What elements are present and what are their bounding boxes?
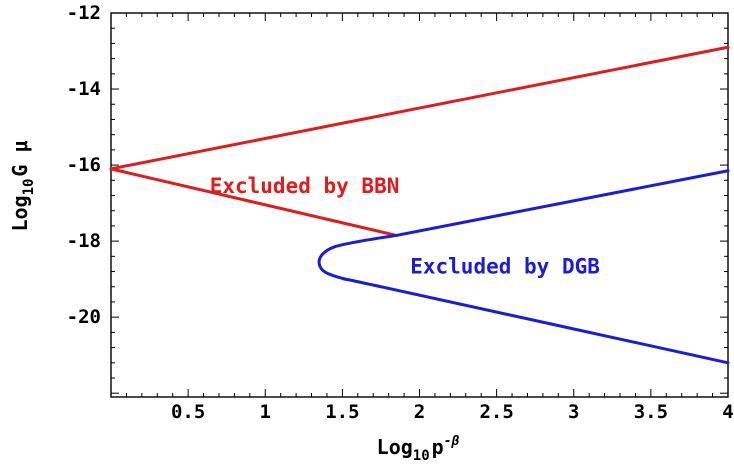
x-tick-label: 3 (568, 401, 579, 423)
y-tick-label: -20 (67, 306, 101, 328)
y-tick-label: -16 (67, 154, 101, 176)
x-tick-label: 0.5 (171, 401, 205, 423)
x-tick-label: 4 (722, 401, 733, 423)
x-tick-label: 3.5 (634, 401, 668, 423)
series-line-2 (109, 167, 398, 237)
x-tick-label: 1 (260, 401, 271, 423)
plot-border (110, 12, 729, 398)
annotations: Excluded by BBN Excluded by DGB (210, 174, 600, 279)
x-tick-label: 2 (414, 401, 425, 423)
x-tick-labels: 0.5 1 1.5 2 2.5 3 3.5 4 (171, 401, 734, 423)
y-tick-label: -14 (67, 78, 101, 100)
axis-ticks (111, 12, 729, 397)
series-line-1 (109, 45, 730, 171)
y-tick-label: -12 (67, 2, 101, 24)
x-tick-label: 1.5 (325, 401, 359, 423)
series-line-3 (317, 233, 730, 365)
plot-frame (110, 12, 729, 398)
x-axis-title: Log10 p-β (377, 434, 460, 464)
y-tick-label: -18 (67, 230, 101, 252)
annotation-2: Excluded by DGB (410, 254, 600, 278)
y-axis-title: Log10G μ (8, 140, 37, 231)
series-line-4 (394, 169, 730, 237)
annotation-1: Excluded by BBN (210, 174, 400, 198)
x-tick-label: 2.5 (479, 401, 513, 423)
series-lines (109, 45, 730, 365)
y-tick-labels: -20 -18 -16 -14 -12 (67, 2, 101, 328)
